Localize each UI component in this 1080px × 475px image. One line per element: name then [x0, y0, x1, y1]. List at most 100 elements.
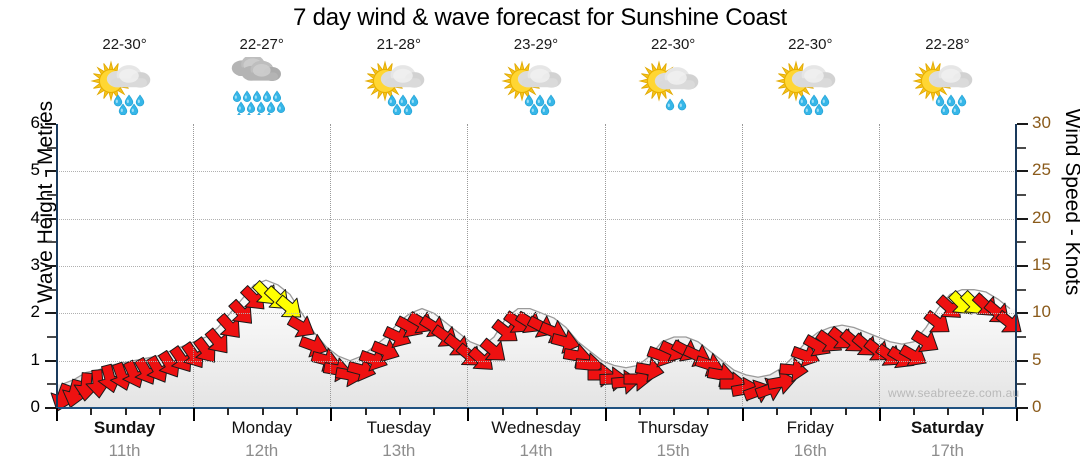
x-tick-minor [981, 408, 984, 415]
y-tick-left [45, 359, 56, 362]
y-tick-right-minor [1017, 146, 1026, 149]
cloud-heavy-rain-icon [223, 57, 301, 115]
y-tick-right [1017, 407, 1028, 409]
wind-arrow [550, 327, 581, 357]
temperature-range: 22-30° [788, 36, 833, 53]
x-tick-minor [810, 408, 813, 415]
day-footer-saturday: Saturday 17th [879, 418, 1016, 461]
day-name: Saturday [911, 418, 984, 437]
day-name: Monday [231, 418, 292, 437]
wind-arrow [766, 367, 797, 397]
gridline-day-divider [193, 124, 195, 408]
day-header-monday: 22-27° [193, 34, 330, 122]
sun-cloud-rain-icon [908, 57, 986, 115]
day-date: 17th [930, 441, 964, 460]
day-name: Sunday [93, 418, 156, 437]
wind-arrow [286, 312, 317, 342]
y-tick-label-left: 5 [30, 160, 40, 180]
wind-arrow-layer [50, 124, 1022, 412]
sun-cloud-rain-icon [497, 57, 575, 115]
y-tick-right-minor [1017, 383, 1026, 386]
y-tick-label-left: 3 [30, 255, 40, 274]
page-title: 7 day wind & wave forecast for Sunshine … [293, 4, 787, 31]
gridline-day-divider [604, 124, 606, 408]
temperature-range: 23-29° [513, 36, 559, 53]
day-date: 14th [519, 441, 553, 460]
y-tick-label-right: 25 [1032, 160, 1051, 180]
x-tick-minor [158, 408, 161, 415]
y-tick-label-left: 2 [30, 302, 40, 322]
day-footer-friday: Friday 16th [742, 418, 879, 461]
y-tick-right [1017, 170, 1028, 173]
y-tick-label-left: 0 [30, 397, 40, 416]
day-footer-strip: Sunday 11th Monday 12th Tuesday 13th Wednesday… [56, 418, 1016, 475]
y-tick-right [1017, 312, 1028, 315]
temperature-range: 22-27° [239, 36, 284, 53]
y-tick-left-minor [47, 194, 56, 196]
y-tick-left [45, 217, 56, 220]
x-tick-major [1016, 408, 1018, 421]
x-tick-minor [501, 408, 504, 415]
y-tick-right [1017, 359, 1028, 362]
x-tick-minor [913, 408, 916, 415]
x-tick-major [56, 408, 58, 421]
sun-cloud-rain-icon [771, 57, 849, 115]
day-date: 11th [108, 441, 141, 460]
gridline-horizontal [56, 266, 1016, 267]
y-tick-right-minor [1017, 241, 1026, 244]
day-header-tuesday: 21-28° [330, 34, 467, 122]
x-tick-minor [124, 408, 127, 415]
gridline-horizontal [56, 218, 1016, 220]
wave-height-line [61, 279, 1011, 385]
wind-arrow [779, 355, 809, 385]
day-name: Thursday [637, 418, 709, 437]
gridline-horizontal [56, 360, 1016, 362]
y-tick-right-minor [1017, 336, 1026, 338]
wind-arrow [479, 336, 509, 366]
y-tick-right-minor [1017, 194, 1026, 196]
y-tick-left [45, 312, 56, 315]
x-tick-minor [296, 408, 298, 415]
x-tick-minor [261, 408, 264, 415]
y-axis-right-line [1015, 124, 1017, 409]
y-tick-right-minor [1017, 288, 1026, 291]
day-name: Wednesday [491, 418, 581, 437]
day-footer-monday: Monday 12th [193, 418, 330, 461]
day-footer-wednesday: Wednesday 14th [467, 418, 604, 461]
y-tick-left-minor [47, 241, 56, 244]
temperature-range: 22-28° [925, 36, 970, 53]
x-tick-minor [673, 408, 676, 415]
y-tick-right [1017, 265, 1028, 267]
day-date: 16th [793, 441, 827, 460]
plot-area [50, 124, 1022, 412]
y-tick-label-right: 15 [1032, 255, 1051, 274]
day-footer-thursday: Thursday 15th [605, 418, 742, 461]
y-tick-label-right: 5 [1032, 349, 1042, 369]
y-axis-left-line [56, 124, 58, 409]
x-tick-major [330, 408, 333, 421]
day-date: 15th [656, 441, 690, 460]
x-tick-minor [947, 408, 950, 415]
temperature-range: 22-30° [102, 36, 147, 53]
x-tick-minor [398, 408, 401, 415]
x-tick-major [878, 408, 881, 421]
sun-cloud-rain-icon [86, 57, 164, 115]
y-tick-left [45, 407, 56, 409]
x-tick-major [467, 408, 470, 421]
y-tick-left [45, 265, 56, 267]
wind-arrow [298, 331, 329, 361]
x-tick-minor [364, 408, 367, 415]
y-tick-left [45, 170, 56, 173]
x-tick-major [604, 408, 607, 421]
day-date: 13th [382, 441, 416, 460]
day-header-wednesday: 23-29° [467, 34, 604, 122]
y-tick-label-right: 20 [1032, 207, 1051, 227]
x-tick-major [193, 408, 196, 421]
y-tick-left-minor [47, 336, 56, 338]
y-tick-label-left: 6 [30, 113, 40, 132]
y-tick-label-right: 10 [1032, 302, 1051, 322]
day-header-friday: 22-30° [742, 34, 879, 122]
y-tick-left [45, 123, 56, 125]
y-tick-right [1017, 123, 1028, 125]
